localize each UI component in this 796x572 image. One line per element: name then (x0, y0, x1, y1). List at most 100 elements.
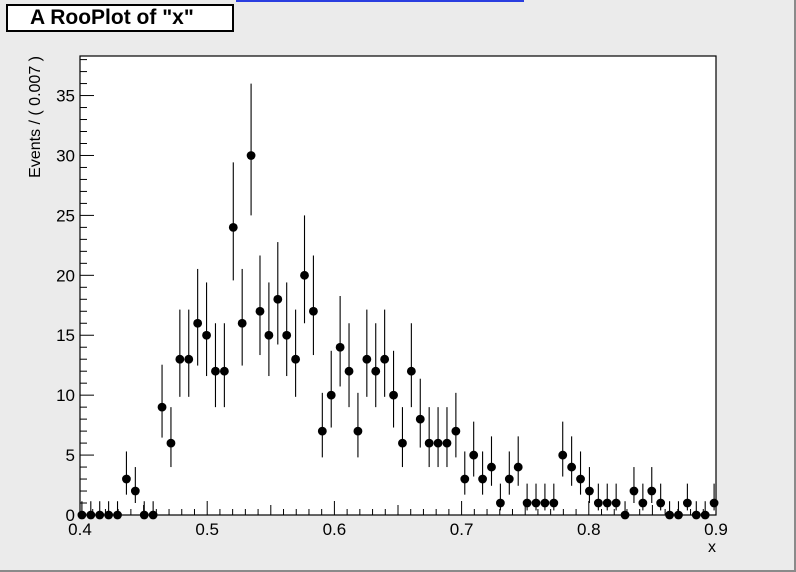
marker (255, 306, 265, 316)
y-tick-label: 15 (56, 326, 75, 345)
data-point (513, 436, 523, 486)
x-tick-label: 0.5 (195, 520, 219, 539)
marker (389, 390, 398, 400)
y-tick-label: 35 (56, 87, 75, 106)
data-point (567, 436, 577, 486)
marker (202, 330, 211, 340)
marker (344, 366, 354, 376)
data-point (558, 421, 568, 477)
data-point (309, 255, 318, 356)
data-point (487, 436, 496, 486)
data-point (433, 407, 443, 468)
data-point (674, 501, 683, 520)
marker (166, 438, 176, 448)
marker (264, 330, 274, 340)
data-point (353, 392, 363, 458)
data-point (469, 421, 479, 477)
data-point (237, 268, 247, 366)
marker (593, 498, 603, 508)
marker (219, 366, 229, 376)
data-point (549, 483, 559, 511)
data-point (389, 350, 398, 428)
data-point (113, 501, 122, 520)
marker (451, 426, 461, 436)
marker (211, 366, 220, 376)
marker (353, 426, 363, 436)
marker (139, 510, 149, 520)
marker (682, 498, 692, 508)
data-point (380, 309, 390, 397)
data-point (424, 407, 434, 468)
marker (335, 342, 345, 352)
data-point (326, 350, 336, 428)
data-point (611, 483, 621, 511)
marker (95, 510, 105, 520)
marker (309, 306, 318, 316)
data-point (638, 483, 648, 511)
y-axis: 0 5 10 15 20 25 30 35 (56, 59, 94, 525)
marker (406, 366, 416, 376)
marker (495, 498, 505, 508)
marker (522, 498, 532, 508)
data-point (362, 309, 372, 397)
data-point (593, 483, 603, 511)
marker (398, 438, 407, 448)
marker (175, 354, 185, 364)
x-tick-label: 0.9 (704, 520, 728, 539)
data-point (540, 483, 550, 511)
marker (184, 354, 194, 364)
x-tick-label: 0.8 (577, 520, 601, 539)
y-tick-label: 25 (56, 206, 75, 225)
marker (148, 510, 158, 520)
data-point (95, 501, 105, 520)
marker (246, 151, 256, 160)
x-tick-label: 0.6 (323, 520, 347, 539)
marker (638, 498, 648, 508)
marker (629, 486, 639, 496)
marker (157, 402, 167, 412)
data-point (255, 255, 265, 356)
data-point (629, 467, 639, 504)
data-point (211, 323, 220, 408)
data-point (531, 483, 541, 511)
data-point (700, 501, 710, 520)
x-axis: 0.4 0.5 0.6 0.7 0.8 0.9 (68, 501, 728, 539)
data-point (665, 501, 674, 520)
marker (709, 498, 719, 508)
marker (77, 510, 87, 520)
data-point (202, 282, 211, 377)
data-point (691, 501, 701, 520)
marker (691, 510, 701, 520)
y-tick-label: 5 (66, 446, 75, 465)
x-tick-label: 0.4 (68, 520, 92, 539)
marker (193, 318, 203, 328)
data-point (157, 364, 167, 438)
data-point (317, 392, 327, 458)
marker (317, 426, 327, 436)
marker (86, 510, 96, 520)
data-point (344, 323, 354, 408)
data-point (184, 309, 194, 397)
data-points (77, 83, 719, 520)
data-point (335, 295, 345, 387)
marker (113, 510, 122, 520)
data-point (86, 501, 96, 520)
data-point (495, 483, 505, 511)
data-point (647, 467, 657, 504)
data-point (371, 323, 381, 408)
y-tick-label: 10 (56, 386, 75, 405)
marker (674, 510, 683, 520)
marker (478, 474, 487, 484)
data-point (77, 501, 87, 520)
y-tick-label: 30 (56, 146, 75, 165)
data-point (104, 501, 114, 520)
marker (291, 354, 301, 364)
data-point (682, 483, 692, 511)
marker (504, 474, 514, 484)
marker (549, 498, 559, 508)
marker (487, 462, 496, 472)
data-point (406, 323, 416, 408)
marker (700, 510, 710, 520)
marker (300, 270, 309, 280)
